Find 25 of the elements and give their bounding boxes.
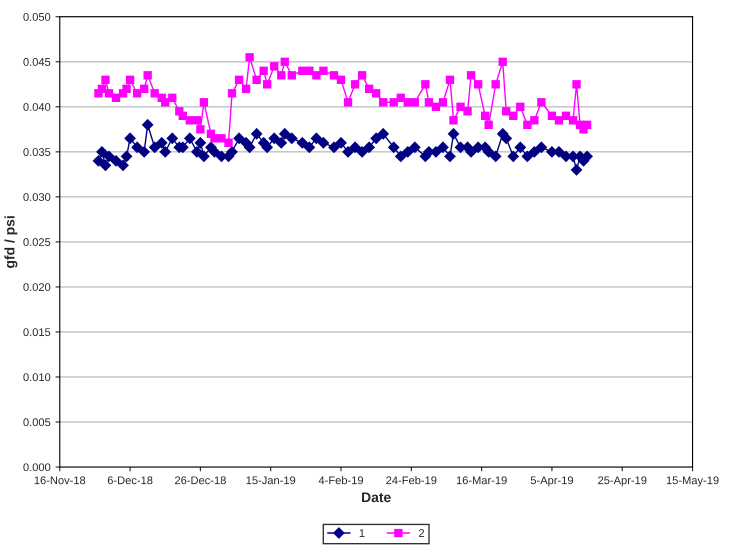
legend-label: 2 — [418, 529, 424, 537]
y-tick-label: 0.045 — [23, 58, 50, 66]
y-tick-label: 0.015 — [23, 328, 50, 336]
x-tick-label: 16-Mar-19 — [456, 476, 507, 484]
x-tick-label: 16-Nov-18 — [34, 476, 86, 484]
y-tick-label: 0.005 — [23, 418, 50, 426]
y-tick-label: 0.040 — [23, 103, 50, 111]
y-tick-label: 0.010 — [23, 373, 50, 382]
y-tick-label: 0.000 — [23, 463, 50, 472]
x-tick-label: 15-Jan-19 — [246, 476, 296, 484]
legend-label: 1 — [360, 529, 365, 537]
x-tick-label: 4-Feb-19 — [318, 476, 364, 484]
y-tick-label: 0.025 — [23, 238, 50, 246]
y-tick-label: 0.020 — [23, 283, 50, 292]
x-tick-label: 15-May-19 — [666, 476, 719, 486]
y-tick-label: 0.050 — [23, 13, 50, 21]
y-axis-title: gfd / psi — [4, 216, 18, 268]
x-tick-label: 5-Apr-19 — [530, 476, 574, 486]
y-tick-label: 0.030 — [23, 193, 50, 201]
x-tick-label: 24-Feb-19 — [386, 476, 436, 484]
x-tick-label: 26-Dec-18 — [175, 476, 226, 484]
x-tick-label: 6-Dec-18 — [108, 476, 152, 484]
x-axis-title: Date — [362, 492, 391, 502]
x-tick-label: 25-Apr-19 — [598, 476, 646, 486]
y-tick-label: 0.035 — [23, 148, 50, 156]
